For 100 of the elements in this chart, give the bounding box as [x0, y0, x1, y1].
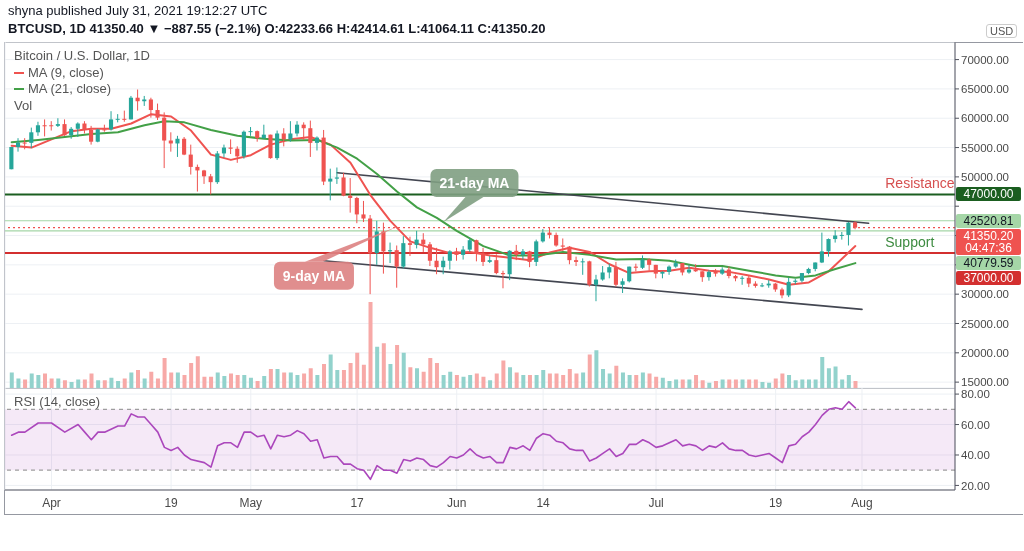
bar	[461, 376, 466, 388]
candlestick	[35, 121, 41, 137]
bar	[69, 381, 74, 388]
annotation: 9-day MA	[282, 267, 346, 284]
bar	[149, 371, 154, 388]
candlestick	[520, 248, 525, 261]
bar	[514, 372, 519, 388]
candlestick	[560, 237, 565, 252]
bar	[667, 381, 672, 388]
y-tick-label: 30000.00	[961, 288, 1009, 301]
candlestick	[175, 135, 180, 158]
bar	[375, 346, 380, 388]
candlestick	[281, 127, 286, 147]
candlestick	[188, 144, 193, 176]
candlestick	[427, 241, 432, 267]
bar	[521, 375, 526, 388]
bar	[282, 372, 287, 388]
x-tick-label: 19	[164, 495, 179, 510]
bar	[614, 365, 619, 388]
bar	[727, 379, 732, 388]
y-tick-label: 70000.00	[961, 53, 1009, 66]
bar	[448, 371, 453, 388]
bar	[322, 363, 327, 388]
y-tick-label: 65000.00	[961, 83, 1009, 95]
candlestick	[29, 127, 34, 149]
candlestick	[507, 249, 512, 281]
x-tick-label: 17	[350, 495, 365, 510]
bar	[235, 375, 240, 388]
bar	[361, 364, 366, 388]
bar	[773, 378, 778, 388]
y-tick-label: 50000.00	[961, 170, 1009, 183]
bar	[215, 372, 220, 388]
bar	[534, 375, 539, 388]
bar	[82, 379, 87, 388]
candlestick	[288, 120, 293, 143]
bar	[627, 375, 632, 388]
bar	[89, 373, 94, 388]
bar	[421, 371, 426, 388]
bar	[441, 375, 446, 388]
candlestick	[580, 257, 585, 276]
bar	[567, 369, 572, 388]
bar	[527, 375, 532, 388]
bar	[308, 368, 313, 388]
candlestick	[567, 245, 572, 265]
bar	[853, 381, 858, 388]
annotation: 21-day MA	[439, 175, 510, 192]
bar	[275, 369, 280, 388]
bar	[833, 366, 838, 388]
candlestick	[819, 232, 824, 264]
bar	[753, 379, 758, 388]
bar	[674, 379, 679, 388]
bar	[840, 379, 845, 388]
bar	[408, 367, 413, 388]
x-tick-label: 14	[536, 495, 551, 510]
bar	[348, 363, 353, 388]
bar	[806, 379, 811, 388]
bar	[242, 375, 247, 388]
bar	[182, 375, 187, 388]
legend-label: MA (21, close)	[27, 81, 112, 96]
annotation: Resistance	[885, 175, 955, 192]
x-tick-label: Jul	[648, 495, 664, 510]
candlestick	[760, 282, 765, 288]
bar	[554, 373, 559, 388]
bar	[561, 375, 566, 388]
bar	[720, 379, 725, 388]
bar	[481, 376, 486, 388]
bar	[647, 373, 652, 388]
bar	[248, 377, 253, 388]
bar	[229, 373, 234, 388]
candlestick	[447, 249, 452, 271]
bar	[288, 372, 293, 388]
candlestick	[826, 237, 831, 258]
y-tick-label: 20000.00	[961, 346, 1009, 359]
candlestick	[593, 274, 599, 302]
bar	[355, 352, 360, 388]
candlestick	[434, 247, 439, 275]
candlestick	[89, 125, 94, 146]
bar	[707, 382, 712, 388]
y-tick-label: 15000.00	[961, 376, 1009, 389]
text: RSI (14, close)	[14, 394, 100, 409]
bar	[813, 379, 818, 388]
candlestick	[314, 135, 320, 151]
x-tick-label: 19	[768, 495, 783, 510]
bar	[388, 363, 393, 388]
y-tick-label: 25000.00	[961, 317, 1009, 330]
candlestick	[394, 244, 399, 289]
bar	[787, 375, 792, 388]
bar	[574, 373, 579, 388]
candlestick	[494, 253, 499, 275]
candlestick	[42, 118, 47, 137]
bar	[142, 378, 147, 388]
bar	[780, 373, 785, 388]
bar	[826, 368, 831, 388]
candlestick	[201, 169, 207, 185]
candlestick	[461, 245, 466, 261]
bar	[601, 369, 606, 388]
candlestick	[587, 260, 592, 288]
bar	[136, 369, 140, 388]
bar	[109, 377, 114, 388]
bar	[541, 369, 546, 388]
